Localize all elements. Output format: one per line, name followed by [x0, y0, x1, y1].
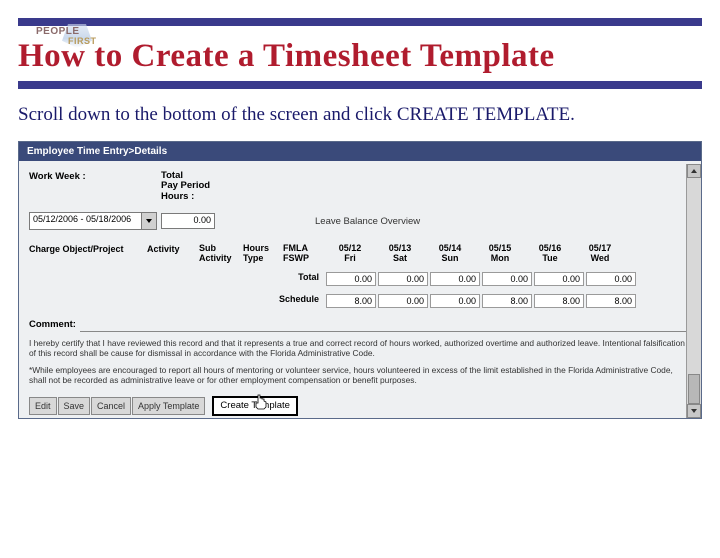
comment-row: Comment: — [29, 318, 691, 332]
col-day-4: 05/16Tue — [525, 244, 575, 264]
schedule-cell-0: 8.00 — [326, 294, 376, 308]
col-day-0: 05/12Fri — [325, 244, 375, 264]
screenshot-titlebar: Employee Time Entry>Details — [19, 142, 701, 161]
chevron-down-icon — [690, 408, 698, 414]
total-cell-1: 0.00 — [378, 272, 428, 286]
schedule-cell-4: 8.00 — [534, 294, 584, 308]
col-activity: Activity — [147, 244, 199, 264]
logo-text-first: FIRST — [68, 36, 97, 46]
top-accent-bar — [18, 18, 702, 26]
save-button[interactable]: Save — [58, 397, 91, 415]
total-cell-3: 0.00 — [482, 272, 532, 286]
scroll-up-button[interactable] — [687, 164, 701, 178]
leave-balance-link[interactable]: Leave Balance Overview — [315, 216, 420, 227]
labels-row: Work Week : Total Pay Period Hours : — [29, 171, 691, 202]
instruction-text: Scroll down to the bottom of the screen … — [18, 103, 702, 127]
total-pay-period-label: Total Pay Period Hours : — [161, 171, 251, 202]
values-row: 05/12/2006 - 05/18/2006 0.00 Leave Balan… — [29, 212, 691, 230]
certification-text-1: I hereby certify that I have reviewed th… — [29, 338, 691, 359]
total-cell-0: 0.00 — [326, 272, 376, 286]
col-sub-activity: Sub Activity — [199, 244, 243, 264]
scroll-down-button[interactable] — [687, 404, 701, 418]
col-fmla: FMLA FSWP — [283, 244, 325, 264]
work-week-value: 05/12/2006 - 05/18/2006 — [33, 214, 131, 224]
col-day-1: 05/13Sat — [375, 244, 425, 264]
schedule-cell-1: 0.00 — [378, 294, 428, 308]
total-row: Total 0.00 0.00 0.00 0.00 0.00 0.00 — [29, 272, 691, 286]
screenshot-body: Work Week : Total Pay Period Hours : 05/… — [19, 161, 701, 419]
total-row-label: Total — [29, 272, 325, 286]
schedule-cell-5: 8.00 — [586, 294, 636, 308]
work-week-label: Work Week : — [29, 171, 149, 182]
chevron-up-icon — [690, 168, 698, 174]
work-week-select[interactable]: 05/12/2006 - 05/18/2006 — [29, 212, 157, 230]
schedule-cell-3: 8.00 — [482, 294, 532, 308]
total-hours-field: 0.00 — [161, 213, 215, 229]
comment-label: Comment: — [29, 319, 76, 330]
col-day-5: 05/17Wed — [575, 244, 625, 264]
total-cell-4: 0.00 — [534, 272, 584, 286]
schedule-row: Schedule 8.00 0.00 0.00 8.00 8.00 8.00 — [29, 294, 691, 308]
col-hours-type: Hours Type — [243, 244, 283, 264]
total-cell-2: 0.00 — [430, 272, 480, 286]
certification-text-2: *While employees are encouraged to repor… — [29, 365, 691, 386]
cancel-button[interactable]: Cancel — [91, 397, 131, 415]
grid-header-row: Charge Object/Project Activity Sub Activ… — [29, 244, 691, 264]
schedule-row-label: Schedule — [29, 294, 325, 308]
scrollbar-thumb[interactable] — [688, 374, 700, 404]
logo: PEOPLE FIRST — [18, 28, 702, 52]
apply-template-button[interactable]: Apply Template — [132, 397, 205, 415]
schedule-cell-2: 0.00 — [430, 294, 480, 308]
create-template-button[interactable]: Create Template — [212, 396, 298, 416]
button-row: Edit Save Cancel Apply Template Create T… — [29, 396, 691, 416]
mid-accent-bar — [18, 81, 702, 89]
embedded-screenshot: Employee Time Entry>Details Work Week : … — [18, 141, 702, 419]
comment-input[interactable] — [80, 318, 691, 332]
vertical-scrollbar[interactable] — [686, 164, 701, 418]
total-cell-5: 0.00 — [586, 272, 636, 286]
col-charge-object: Charge Object/Project — [29, 244, 147, 264]
edit-button[interactable]: Edit — [29, 397, 57, 415]
col-day-3: 05/15Mon — [475, 244, 525, 264]
col-day-2: 05/14Sun — [425, 244, 475, 264]
